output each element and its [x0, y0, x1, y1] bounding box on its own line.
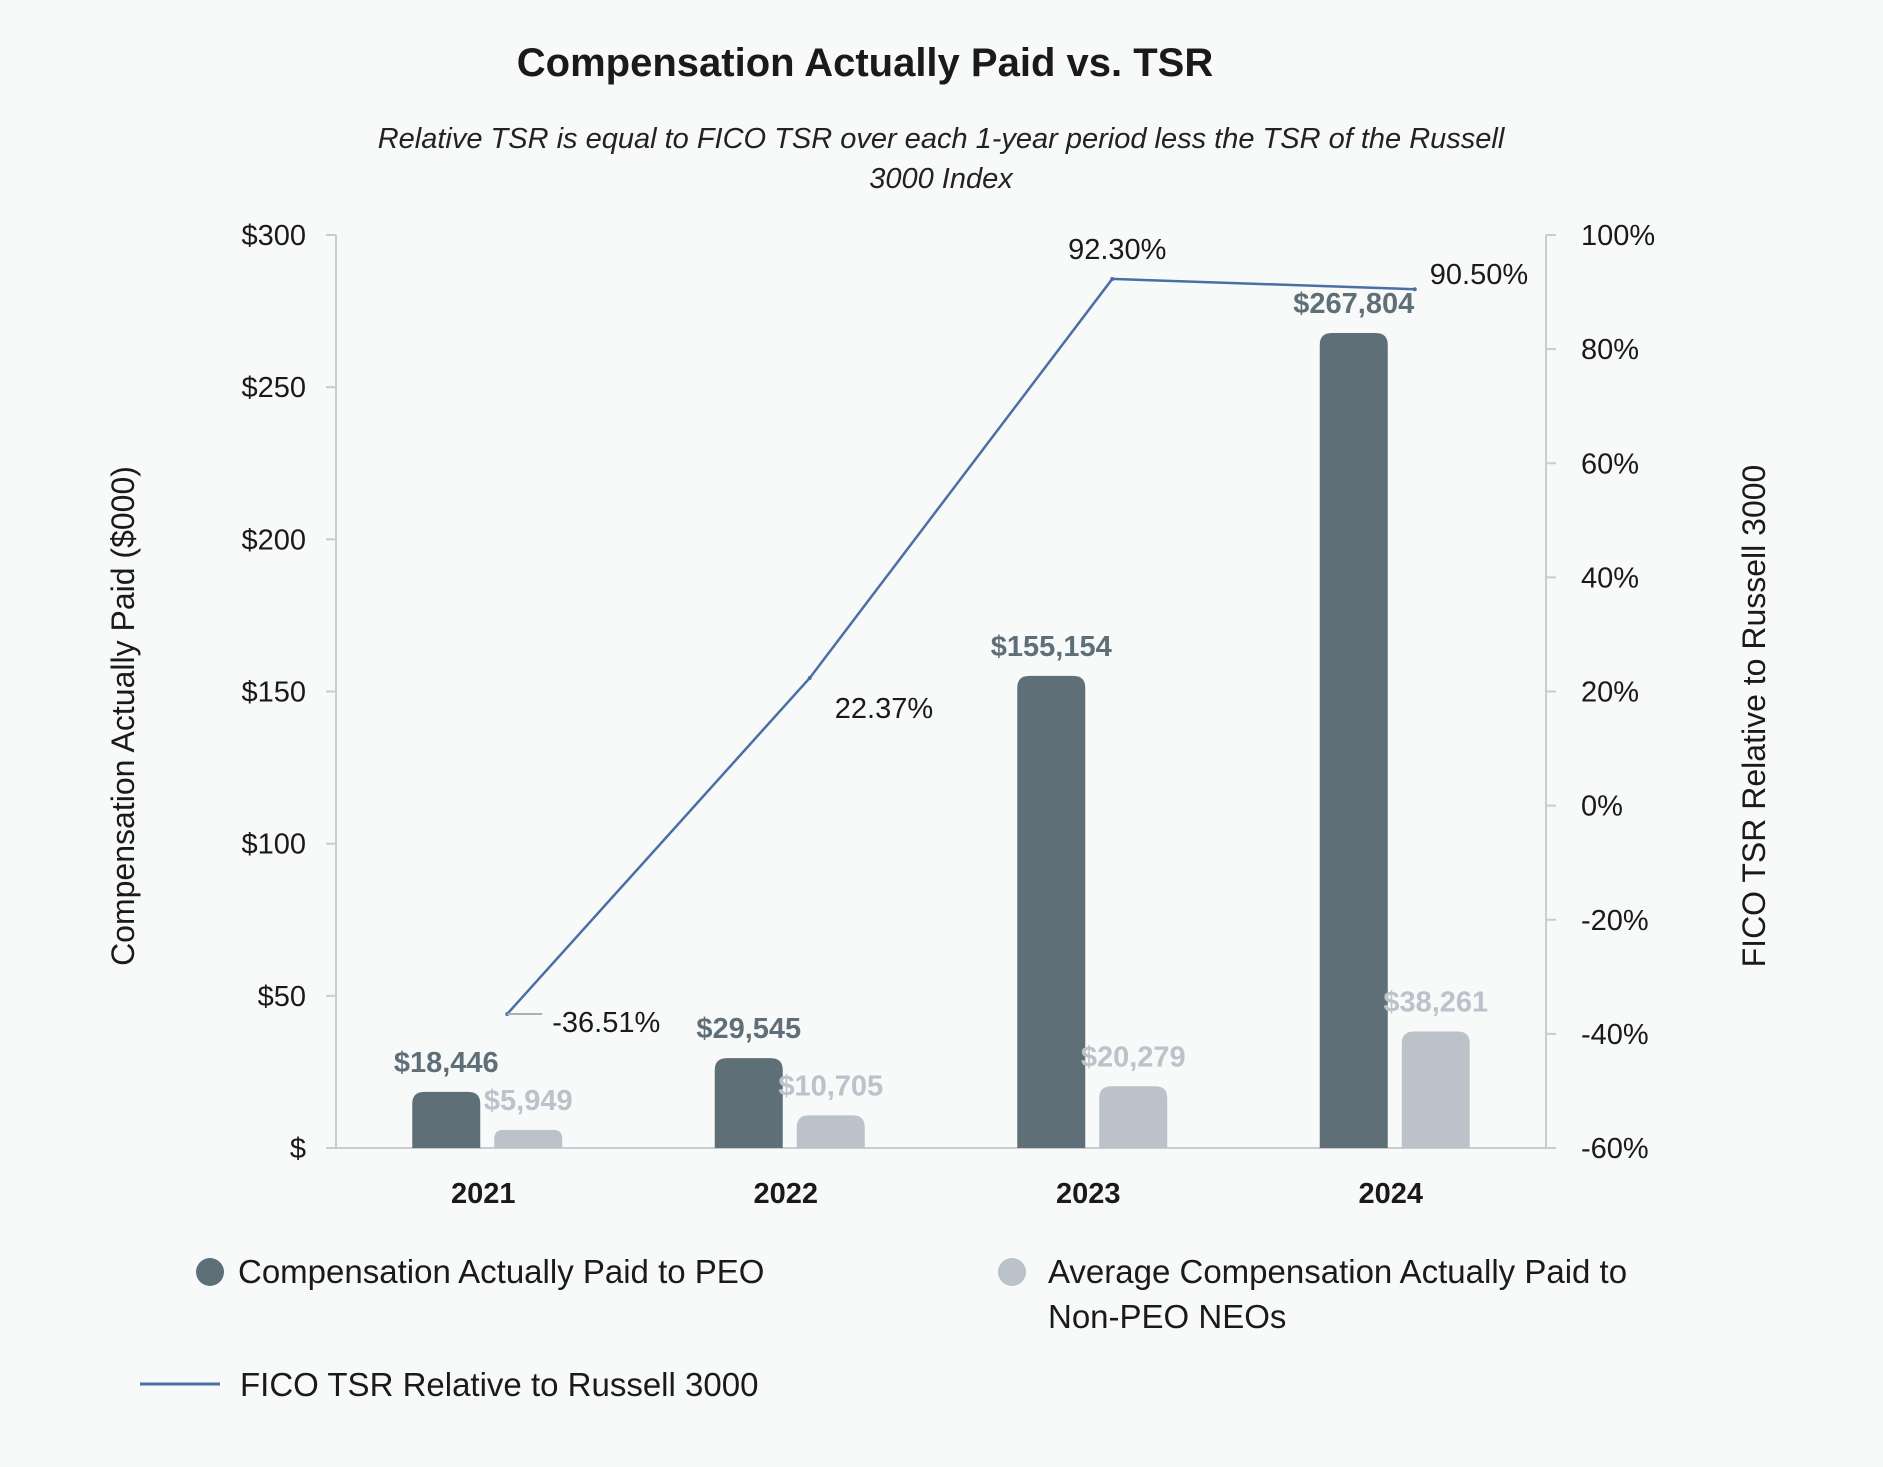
chart-subtitle-line-1: Relative TSR is equal to FICO TSR over e… — [378, 123, 1506, 155]
x-tick-label: 2023 — [1056, 1178, 1121, 1210]
right-tick-label: -40% — [1581, 1019, 1649, 1051]
tsr-data-label: -36.51% — [552, 1007, 660, 1039]
right-tick-label: 100% — [1581, 220, 1655, 252]
bar-non-peo — [494, 1129, 563, 1148]
tsr-point — [1412, 287, 1417, 292]
chart-subtitle-line-2: 3000 Index — [869, 163, 1014, 195]
data-label-non-peo: $10,705 — [778, 1070, 883, 1102]
data-label-peo: $155,154 — [991, 631, 1112, 663]
tsr-point — [807, 675, 812, 680]
right-tick-label: -20% — [1581, 905, 1649, 937]
x-tick-label: 2021 — [451, 1178, 516, 1210]
tsr-line-series — [505, 276, 1417, 1016]
tsr-data-label: 90.50% — [1430, 259, 1528, 291]
tsr-line — [506, 277, 1415, 1015]
data-label-peo: $267,804 — [1293, 288, 1414, 320]
right-tick-label: 60% — [1581, 448, 1639, 480]
left-tick-label: $ — [290, 1133, 306, 1165]
right-tick-label: 40% — [1581, 562, 1639, 594]
right-tick-label: 0% — [1581, 791, 1623, 823]
bar-peo — [412, 1091, 481, 1148]
data-label-peo: $18,446 — [394, 1047, 499, 1079]
tsr-data-label: 92.30% — [1068, 234, 1166, 266]
x-tick-label: 2022 — [753, 1178, 818, 1210]
left-tick-label: $50 — [258, 981, 306, 1013]
legend-label-peo: Compensation Actually Paid to PEO — [238, 1253, 764, 1290]
data-label-non-peo: $38,261 — [1383, 987, 1488, 1019]
legend-label-non-peo-line-1: Average Compensation Actually Paid to — [1048, 1253, 1627, 1290]
data-label-non-peo: $20,279 — [1081, 1041, 1186, 1073]
y-axis-left-label: Compensation Actually Paid ($000) — [105, 466, 141, 966]
right-tick-label: 80% — [1581, 334, 1639, 366]
data-label-peo: $29,545 — [696, 1013, 801, 1045]
tsr-point — [1110, 276, 1115, 281]
bar-peo — [714, 1058, 783, 1148]
chart-title: Compensation Actually Paid vs. TSR — [517, 41, 1214, 85]
right-tick-label: -60% — [1581, 1133, 1649, 1165]
tsr-data-label: 22.37% — [835, 693, 933, 725]
tick-marks — [326, 234, 1556, 1149]
left-tick-label: $300 — [241, 220, 306, 252]
legend-label-tsr: FICO TSR Relative to Russell 3000 — [240, 1366, 758, 1403]
bar-peo — [1319, 332, 1388, 1148]
bar-non-peo — [1099, 1086, 1168, 1148]
legend-marker-peo — [196, 1258, 224, 1286]
left-tick-label: $100 — [241, 829, 306, 861]
y-axis-right-label: FICO TSR Relative to Russell 3000 — [1736, 465, 1772, 968]
legend-label-non-peo-line-2: Non-PEO NEOs — [1048, 1298, 1286, 1335]
labels: $300 $250 $200 $150 $100 $50 $100% 80% 60% 40% 20%… — [241, 220, 1655, 1210]
right-tick-label: 20% — [1581, 677, 1639, 709]
legend: Compensation Actually Paid to PEO Averag… — [140, 1253, 1627, 1403]
bar-peo — [1017, 675, 1086, 1148]
bar-non-peo — [796, 1115, 865, 1148]
left-tick-label: $200 — [241, 524, 306, 556]
bars — [412, 332, 1470, 1148]
left-tick-label: $250 — [241, 372, 306, 404]
data-label-non-peo: $5,949 — [484, 1085, 573, 1117]
x-tick-label: 2024 — [1358, 1178, 1423, 1210]
left-tick-label: $150 — [241, 677, 306, 709]
bar-non-peo — [1401, 1031, 1470, 1148]
legend-marker-non-peo — [998, 1258, 1026, 1286]
